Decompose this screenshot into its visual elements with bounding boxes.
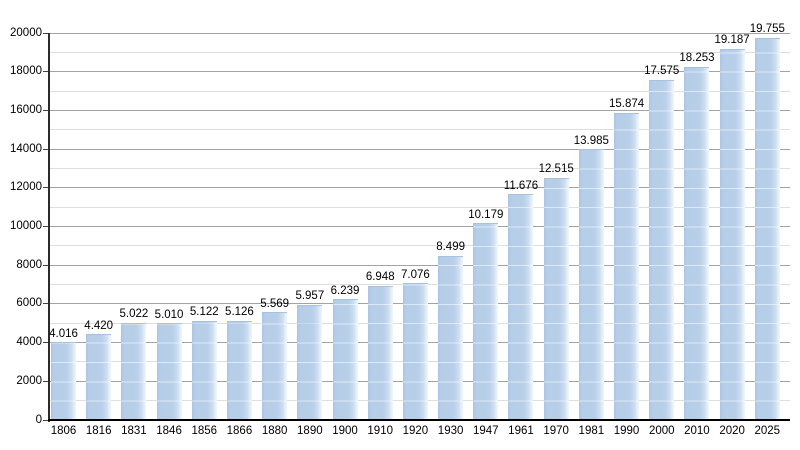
y-axis-tick [43, 71, 48, 73]
y-axis-tick-label: 4000 [16, 336, 42, 349]
x-axis-category-label: 1900 [332, 425, 358, 437]
x-axis-category-label: 1947 [472, 425, 499, 437]
x-axis-category-label: 1990 [613, 425, 640, 437]
y-axis-tick-label: 16000 [10, 103, 42, 116]
bar-value-label: 19.755 [749, 23, 785, 36]
bar-value-label: 4.420 [84, 319, 114, 332]
bar-value-label: 15.874 [608, 98, 645, 111]
bar-1930 [438, 255, 464, 420]
bar-1970 [543, 177, 569, 420]
bar-value-label: 5.569 [260, 297, 290, 310]
gridline-minor [50, 206, 790, 208]
bar-1910 [367, 285, 393, 420]
x-axis-category-label: 1920 [402, 425, 429, 437]
x-axis-category-label: 1806 [50, 425, 77, 437]
y-axis-tick-label: 6000 [16, 297, 42, 310]
bar-2000 [649, 79, 675, 420]
x-axis-category-label: 1831 [121, 425, 147, 437]
x-axis-category-label: 1961 [508, 425, 534, 437]
x-axis-category-label: 2010 [684, 425, 710, 437]
bar-1831 [121, 322, 147, 420]
gridline-minor [50, 129, 790, 131]
bar-1900 [332, 299, 358, 420]
bar-1961 [508, 194, 534, 420]
bar-value-label: 5.010 [154, 308, 184, 321]
x-axis-category-label: 1816 [85, 425, 112, 437]
y-axis-tick [43, 264, 48, 266]
y-axis-tick [43, 187, 48, 189]
gridline-major [50, 226, 790, 227]
bar-2025 [754, 37, 780, 420]
x-axis-line [48, 419, 790, 421]
bar-value-label: 12.515 [538, 163, 574, 176]
gridline-major [50, 264, 790, 266]
y-axis-tick-label: 0 [35, 413, 42, 426]
x-axis-category-label: 1856 [191, 425, 218, 437]
bar-value-label: 7.076 [401, 268, 430, 281]
bar-1866 [226, 320, 252, 420]
bar-value-label: 13.985 [573, 134, 609, 147]
bar-value-label: 5.957 [295, 290, 325, 303]
bar-value-label: 5.022 [119, 308, 149, 321]
gridline-major [50, 148, 790, 150]
y-axis-tick [43, 32, 48, 34]
x-axis-category-label: 1846 [156, 425, 182, 437]
y-axis-tick-label: 12000 [10, 181, 42, 194]
bar-1846 [156, 323, 182, 420]
x-axis-category-label: 1880 [261, 425, 288, 437]
x-axis-category-label: 1970 [543, 425, 569, 437]
y-axis-tick [43, 148, 48, 150]
bar-value-label: 6.239 [330, 284, 360, 297]
bar-value-label: 11.676 [503, 179, 539, 192]
y-axis-tick [43, 380, 48, 382]
y-axis-line [48, 33, 50, 422]
bar-value-label: 18.253 [679, 52, 715, 65]
bar-2020 [719, 48, 745, 420]
bar-1947 [473, 223, 499, 420]
bar-1806 [51, 342, 76, 420]
bar-1920 [402, 283, 428, 420]
bar-1990 [614, 112, 640, 420]
y-axis-tick-label: 14000 [10, 142, 42, 155]
y-axis-tick [43, 419, 48, 421]
bar-value-label: 17.575 [644, 65, 680, 78]
bar-value-label: 6.948 [365, 271, 395, 284]
y-axis-tick [43, 226, 48, 227]
bar-1981 [578, 149, 604, 420]
bar-value-label: 8.499 [436, 241, 465, 254]
x-axis-category-label: 1890 [297, 425, 323, 437]
gridline-major [50, 109, 790, 111]
y-axis-tick-label: 8000 [16, 258, 42, 271]
bar-1880 [262, 312, 288, 420]
bar-1890 [297, 304, 323, 420]
gridline-major [50, 32, 790, 34]
x-axis-category-label: 2000 [648, 425, 675, 437]
bar-1856 [191, 320, 217, 420]
x-axis-category-label: 1930 [437, 425, 464, 437]
bar-1816 [86, 334, 112, 420]
bar-value-label: 10.179 [468, 208, 504, 221]
y-axis-tick [43, 109, 48, 111]
x-axis-category-label: 2020 [719, 425, 745, 437]
y-axis-tick-label: 18000 [10, 65, 42, 78]
x-axis-category-label: 1866 [226, 425, 253, 437]
y-axis-tick [43, 303, 48, 305]
bar-2010 [684, 66, 710, 420]
x-axis-category-label: 1910 [367, 425, 393, 437]
x-axis-category-label: 1981 [578, 425, 605, 437]
y-axis-tick-label: 2000 [16, 374, 42, 387]
bar-value-label: 4.016 [49, 327, 78, 340]
y-axis-tick [43, 342, 48, 344]
x-axis-category-label: 2025 [754, 425, 781, 437]
gridline-minor [50, 167, 790, 169]
gridline-minor [50, 90, 790, 92]
bar-value-label: 5.122 [189, 306, 219, 319]
gridline-major [50, 187, 790, 189]
y-axis-tick-label: 20000 [10, 26, 42, 39]
y-axis-tick-label: 10000 [10, 220, 42, 232]
bar-value-label: 19.187 [714, 34, 750, 47]
bar-value-label: 5.126 [225, 306, 254, 319]
